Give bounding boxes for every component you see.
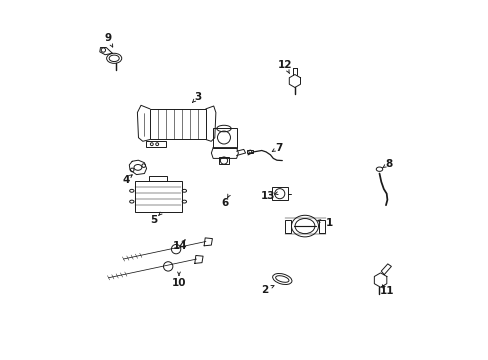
Text: 6: 6 bbox=[221, 198, 228, 208]
Bar bbox=[271, 187, 287, 200]
Text: 1: 1 bbox=[325, 218, 332, 228]
Bar bbox=[146, 141, 165, 147]
Bar bbox=[134, 181, 181, 211]
Text: 4: 4 bbox=[122, 175, 129, 185]
Bar bbox=[218, 157, 229, 164]
Text: 2: 2 bbox=[260, 285, 267, 295]
Bar bbox=[247, 150, 253, 153]
Text: 12: 12 bbox=[277, 60, 291, 70]
Text: 9: 9 bbox=[104, 33, 111, 43]
Text: 8: 8 bbox=[384, 159, 391, 169]
Bar bbox=[213, 128, 236, 148]
Text: 14: 14 bbox=[173, 240, 187, 251]
Bar bbox=[149, 176, 167, 181]
Text: 5: 5 bbox=[150, 215, 157, 225]
Text: 7: 7 bbox=[274, 143, 282, 153]
Text: 13: 13 bbox=[260, 191, 275, 201]
Bar bbox=[319, 220, 325, 233]
Text: 10: 10 bbox=[171, 278, 186, 288]
Bar bbox=[150, 109, 205, 139]
Bar bbox=[285, 220, 290, 233]
Text: 3: 3 bbox=[194, 92, 201, 102]
Text: 11: 11 bbox=[379, 286, 393, 296]
